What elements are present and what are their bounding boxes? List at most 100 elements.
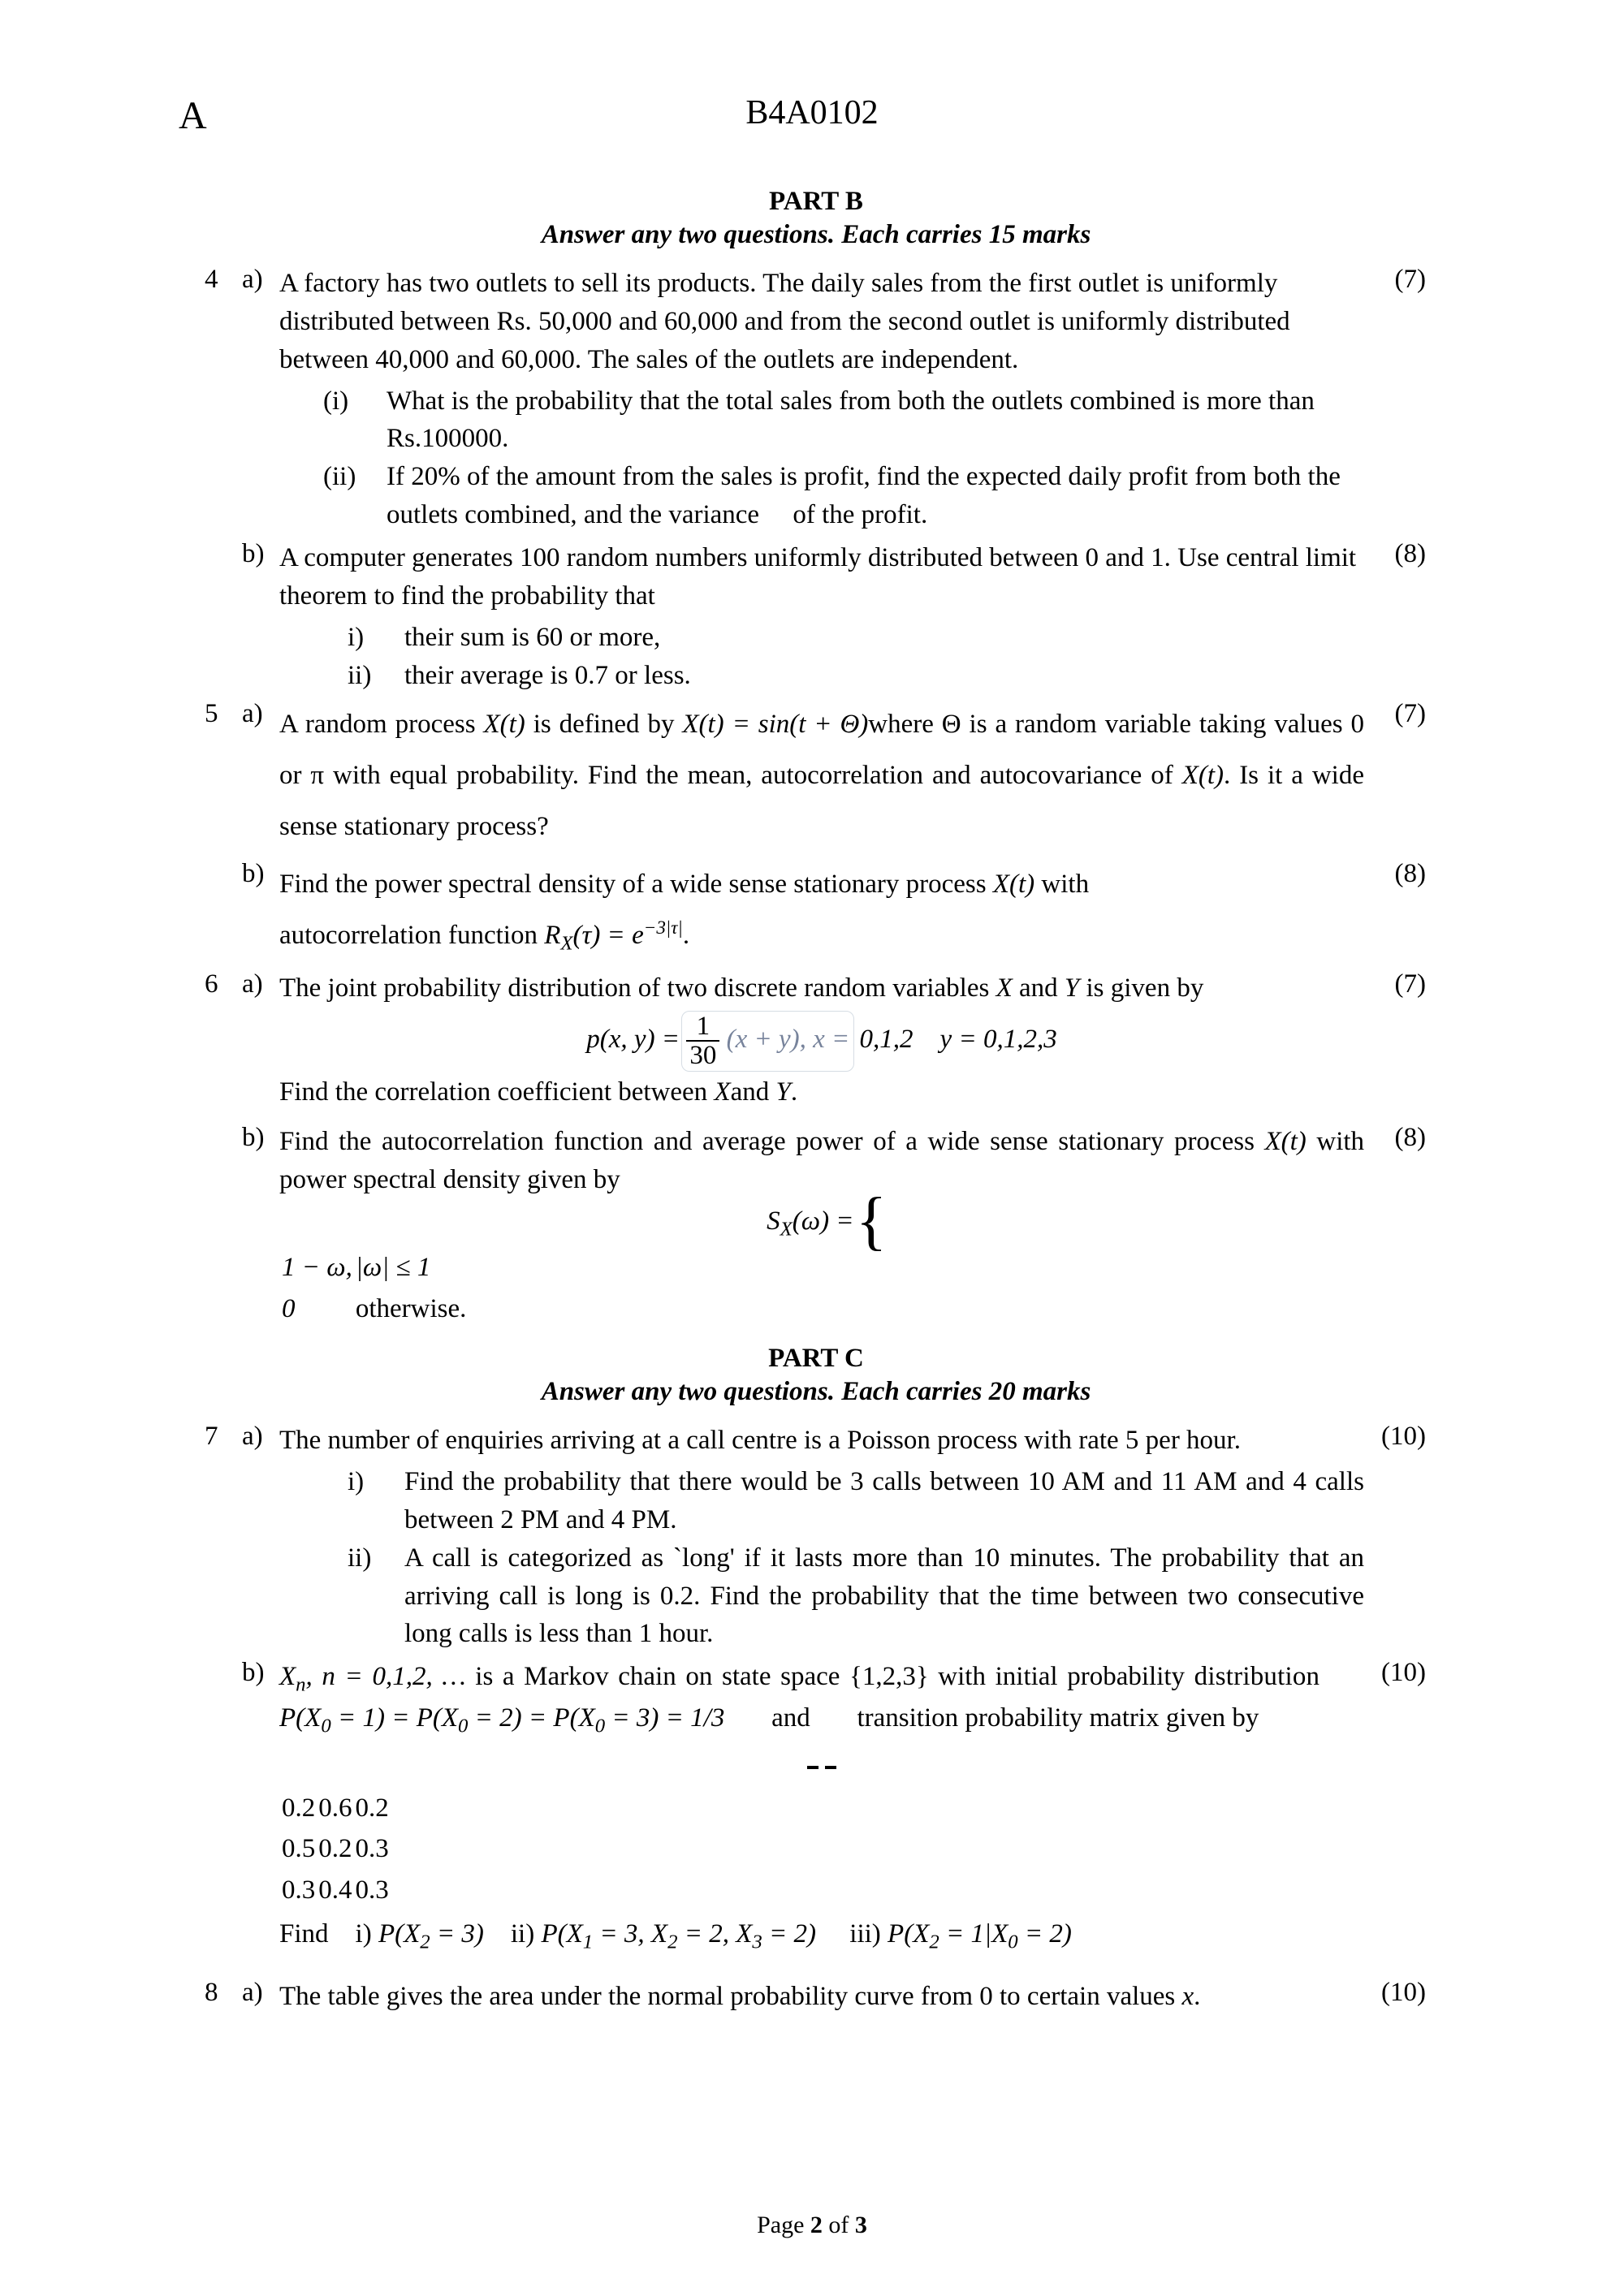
q7b-Xn: X — [279, 1662, 296, 1691]
q5b-l1b: with — [1034, 870, 1089, 899]
q6a-close-c: . — [791, 1077, 797, 1107]
q5a-l1b: is defined by — [525, 710, 683, 739]
q8-num: 8 — [203, 1978, 242, 2019]
m22: 0.3 — [355, 1871, 390, 1910]
q5a-eq: X(t) = sin(t + Θ) — [682, 710, 868, 739]
q7b-l3: probability matrix given by — [965, 1703, 1259, 1733]
m20: 0.3 — [281, 1871, 316, 1910]
q7b-fp3s2: 0 — [1008, 1931, 1017, 1953]
doc-code: B4A0102 — [0, 93, 1624, 132]
page-footer: Page 2 of 3 — [0, 2212, 1624, 2239]
q4b-text: A computer generates 100 random numbers … — [279, 539, 1364, 696]
q5a-l3a: and autocovariance of — [932, 761, 1182, 790]
m21: 0.4 — [317, 1871, 352, 1910]
q6a-mid: (x + y), x = — [727, 1025, 850, 1054]
q5b-l2a: autocorrelation function — [279, 921, 544, 950]
q7b-trans: transition — [857, 1703, 958, 1733]
q6a-text: The joint probability distribution of tw… — [279, 969, 1364, 1115]
q4b-ii-label: ii) — [348, 657, 404, 695]
q7b-sp2: ii) — [484, 1919, 542, 1949]
q6b-case1: 1 − ω, — [281, 1248, 353, 1288]
q6b-xt: X(t) — [1264, 1127, 1306, 1156]
q7b-P1s: 0 — [321, 1716, 330, 1737]
q4b-ii: their average is 0.7 or less. — [404, 657, 1364, 695]
q7b-fp2s3: 3 — [752, 1931, 762, 1953]
q8a-dot: . — [1194, 1982, 1200, 2011]
q5b-Rexp: −3|τ| — [644, 917, 683, 938]
q6a-Y: Y — [1065, 973, 1079, 1003]
q5a-text: A random process X(t) is defined by X(t)… — [279, 699, 1364, 855]
q7b-find: Find i) — [279, 1919, 378, 1949]
q5b-R: R — [544, 921, 560, 950]
q5b-Rarg: (τ) = e — [573, 921, 644, 950]
part-b-sub: Answer any two questions. Each carries 1… — [203, 220, 1429, 250]
q7b-fp2d: = 2) — [762, 1919, 816, 1949]
q4a-ii-label: (ii) — [323, 458, 387, 534]
q7b-fp2: P(X — [541, 1919, 582, 1949]
q6b-marks: (8) — [1364, 1123, 1429, 1334]
m00: 0.2 — [281, 1789, 316, 1828]
m01: 0.6 — [317, 1789, 352, 1828]
q6a-part: a) — [242, 969, 279, 1115]
q7b-P1b: = 1) = P(X — [331, 1703, 458, 1733]
q7b-P3s: 0 — [595, 1716, 605, 1737]
q6a-close-b: and — [731, 1077, 776, 1107]
m12: 0.3 — [355, 1829, 390, 1869]
q7a-text: The number of enquiries arriving at a ca… — [279, 1422, 1364, 1655]
q6b-text: Find the autocorrelation function and av… — [279, 1123, 1364, 1334]
q4a-body: A factory has two outlets to sell its pr… — [279, 265, 1364, 379]
q7b-fp1b: = 3) — [430, 1919, 484, 1949]
q7b-P1: P(X — [279, 1703, 321, 1733]
q7b-fp3: P(X — [888, 1919, 929, 1949]
q5b-marks: (8) — [1364, 859, 1429, 961]
q7b-idx: , n = 0,1,2, … — [306, 1662, 466, 1691]
q6a-close-X: X — [714, 1077, 730, 1107]
q4b-body: A computer generates 100 random numbers … — [279, 539, 1364, 615]
footer-c: of — [823, 2212, 855, 2238]
q7a-ii: A call is categorized as `long' if it la… — [404, 1539, 1364, 1654]
q6a-frac-d: 30 — [686, 1042, 719, 1070]
q7b-fp2s1: 1 — [583, 1931, 593, 1953]
q4b-part: b) — [242, 539, 279, 696]
q7b-sp3: iii) — [816, 1919, 888, 1949]
m10: 0.5 — [281, 1829, 316, 1869]
q7b-fp1s: 2 — [420, 1931, 430, 1953]
q4b-i-label: i) — [348, 619, 404, 657]
q5a-marks: (7) — [1364, 699, 1429, 855]
q6b-Sarg: (ω) = — [793, 1206, 861, 1236]
q5b-dot: . — [683, 921, 689, 950]
q6b-S: S — [767, 1206, 780, 1236]
q6a-marks: (7) — [1364, 969, 1429, 1115]
q7a-body: The number of enquiries arriving at a ca… — [279, 1422, 1364, 1460]
q7b-and: and — [771, 1703, 810, 1733]
q6b-Ssub: X — [780, 1218, 793, 1240]
q5b-l1a: Find the power spectral density of a wid… — [279, 870, 993, 899]
q6a-vals: 0,1,2 y = 0,1,2,3 — [860, 1025, 1057, 1054]
q7b-P3b: = 3) = 1/3 — [605, 1703, 724, 1733]
q4-num: 4 — [203, 265, 242, 536]
q6b-l2a: process — [1174, 1127, 1265, 1156]
q7-num: 7 — [203, 1422, 242, 1655]
q7b-fp3b: = 1|X — [939, 1919, 1009, 1949]
q4a-ii: If 20% of the amount from the sales is p… — [387, 458, 1364, 534]
q4a-part: a) — [242, 265, 279, 536]
part-b-title: PART B — [203, 187, 1429, 217]
footer-a: Page — [757, 2212, 810, 2238]
part-c-sub: Answer any two questions. Each carries 2… — [203, 1377, 1429, 1407]
q7b-fp1: P(X — [378, 1919, 420, 1949]
q6a-close-Y: Y — [776, 1077, 791, 1107]
q6a-ta: The joint probability distribution of tw… — [279, 973, 996, 1003]
q6a-close-a: Find the correlation coefficient between — [279, 1077, 714, 1107]
m11: 0.2 — [317, 1829, 352, 1869]
q5b-text: Find the power spectral density of a wid… — [279, 859, 1364, 961]
q4a-marks: (7) — [1364, 265, 1429, 536]
q7b-P2b: = 2) = P(X — [468, 1703, 594, 1733]
q7b-fp2c: = 2, X — [677, 1919, 752, 1949]
q7a-part: a) — [242, 1422, 279, 1655]
q7b-fp2b: = 3, X — [593, 1919, 667, 1949]
q8a-text: The table gives the area under the norma… — [279, 1978, 1364, 2019]
q6a-tb: and — [1013, 973, 1065, 1003]
q4a-text: A factory has two outlets to sell its pr… — [279, 265, 1364, 536]
q7b-part: b) — [242, 1658, 279, 1960]
q7b-fp2s2: 2 — [667, 1931, 677, 1953]
